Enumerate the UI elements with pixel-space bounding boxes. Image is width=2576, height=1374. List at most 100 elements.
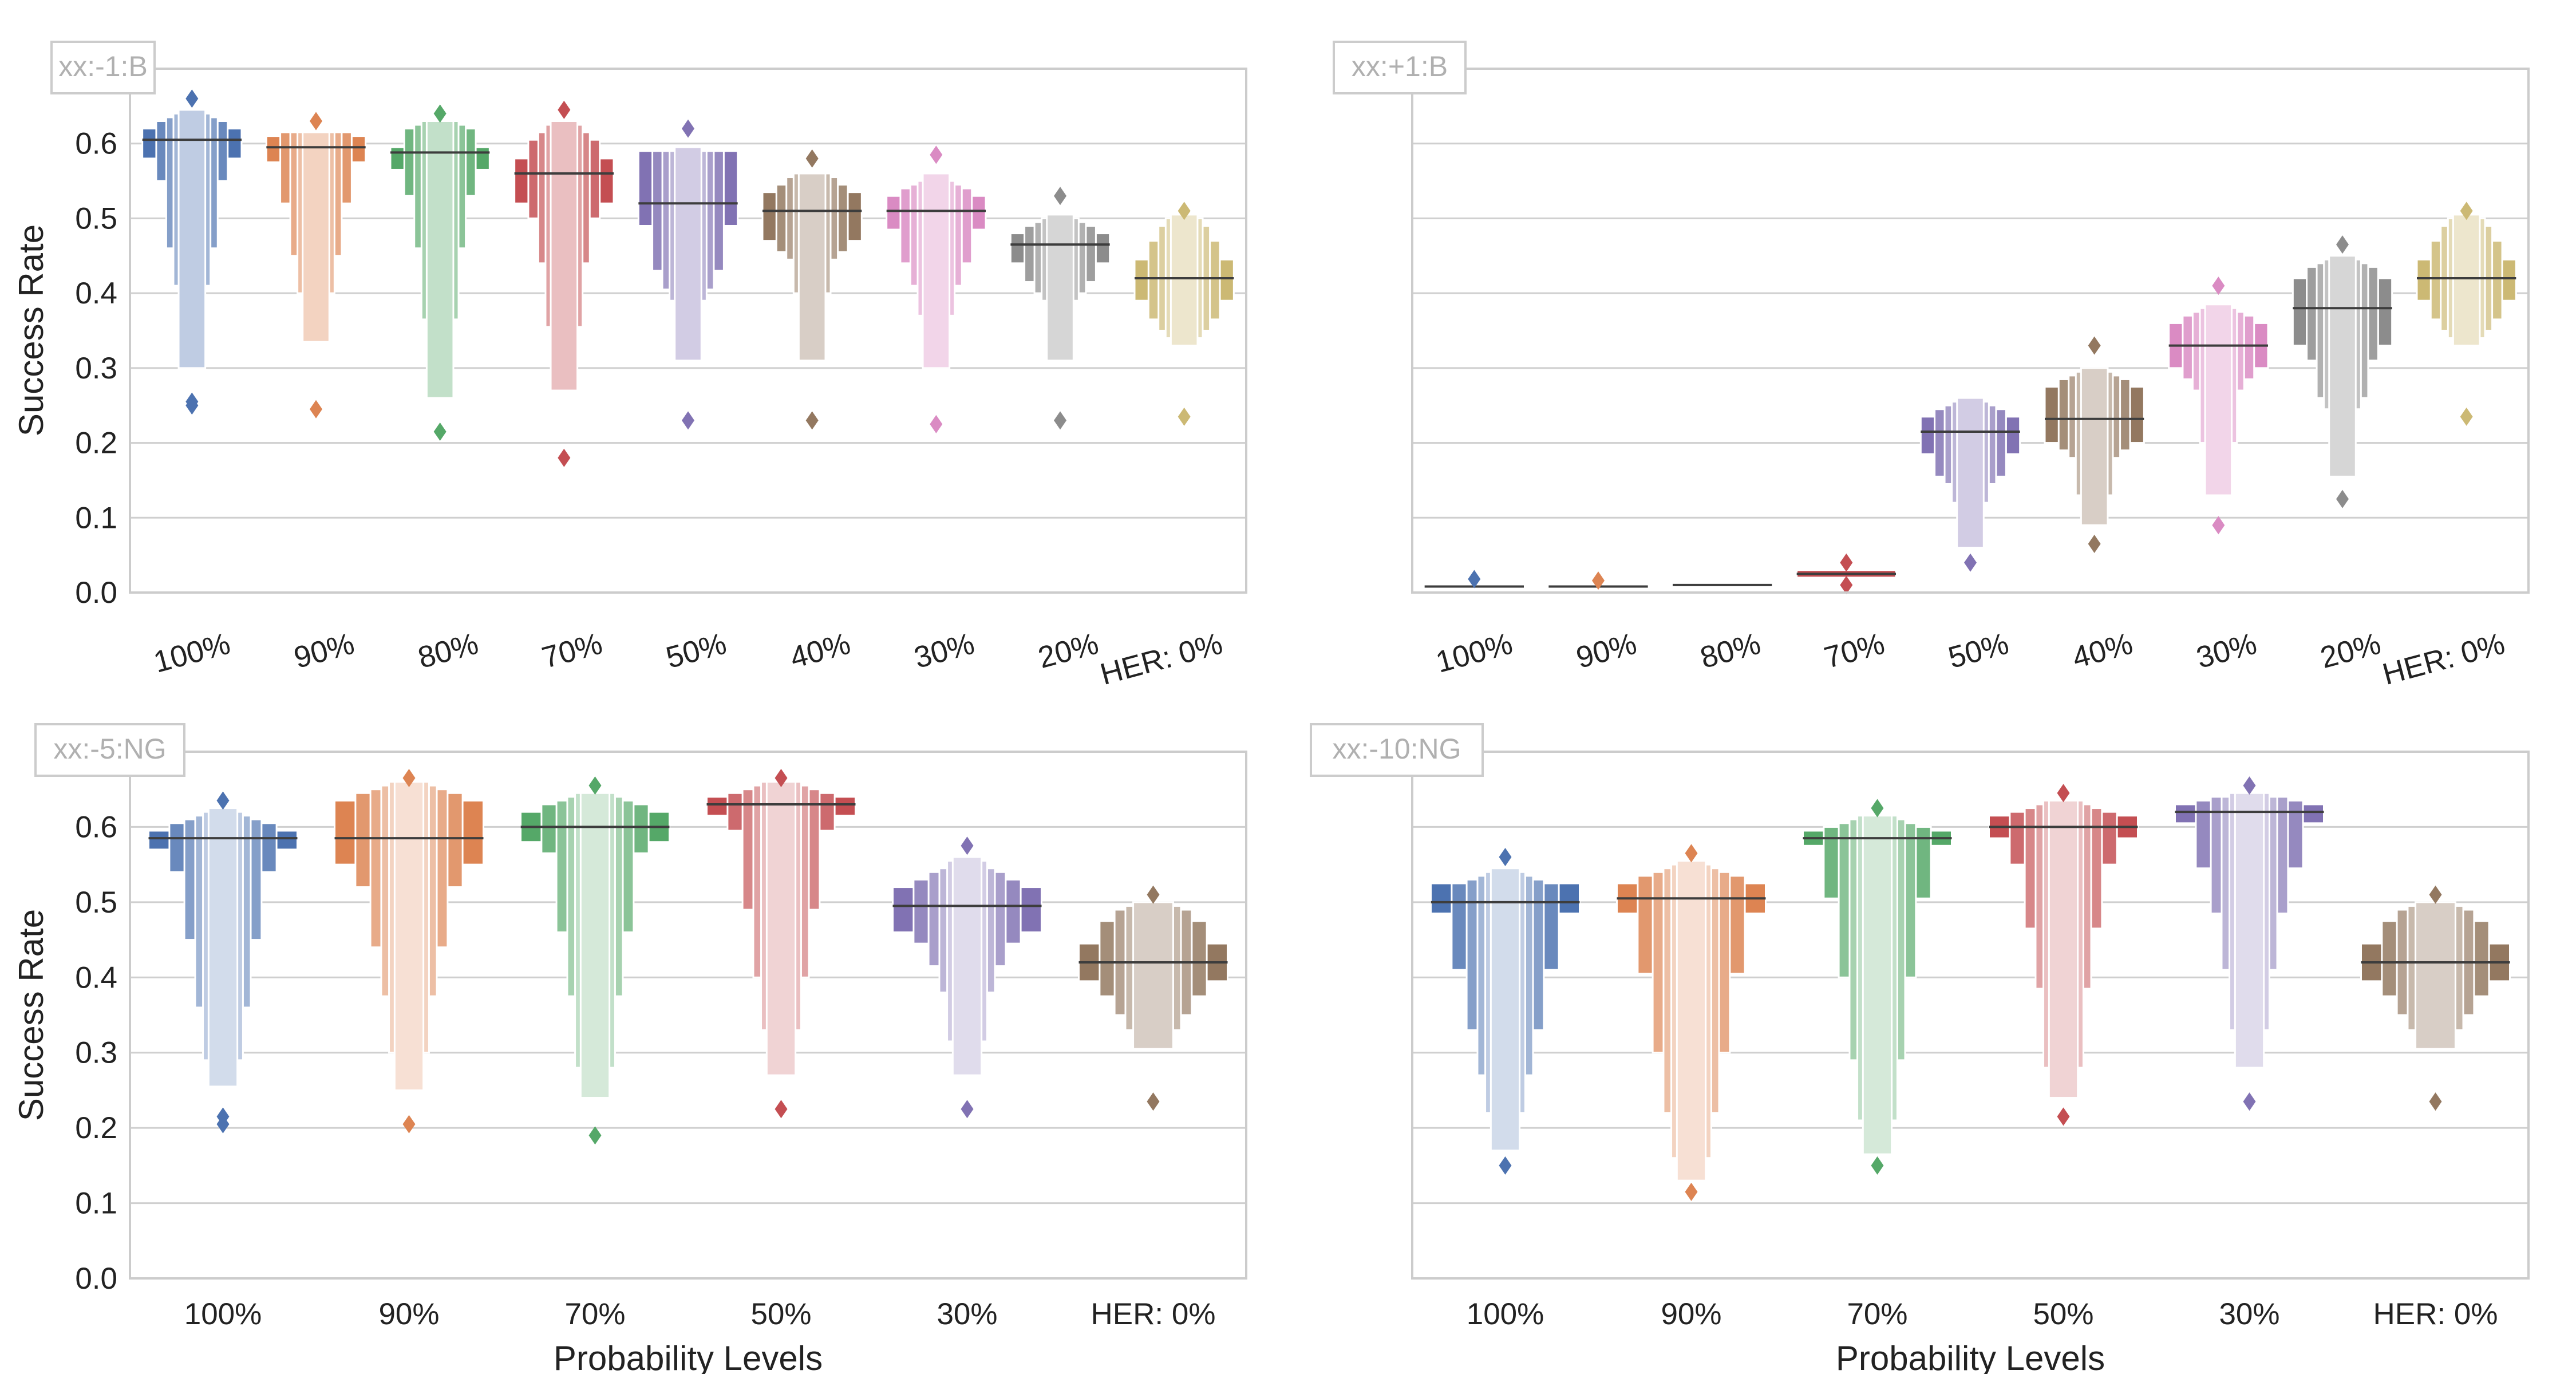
x-tick-label: 50% bbox=[662, 627, 730, 675]
outlier-point bbox=[930, 145, 943, 164]
boxen-level bbox=[393, 781, 425, 1091]
boxen-3 bbox=[1796, 553, 1897, 594]
y-tick-label: 0.5 bbox=[75, 202, 117, 235]
boxen-7 bbox=[1009, 187, 1111, 430]
boxen-6 bbox=[2168, 277, 2269, 535]
boxen-3 bbox=[706, 769, 856, 1119]
x-tick-label: 90% bbox=[1661, 1297, 1721, 1331]
outlier-point bbox=[2336, 489, 2349, 508]
y-tick-label: 0.2 bbox=[75, 427, 117, 460]
boxen-1 bbox=[1547, 571, 1649, 590]
outlier-point bbox=[588, 1126, 602, 1145]
x-axis-label: Probability Levels bbox=[554, 1339, 823, 1374]
outlier-point bbox=[930, 414, 943, 433]
outlier-point bbox=[2057, 1107, 2070, 1126]
outlier-point bbox=[310, 112, 322, 131]
outlier-point bbox=[2460, 407, 2473, 426]
boxen-level bbox=[2415, 901, 2456, 1050]
outlier-point bbox=[1499, 848, 1512, 866]
boxen-level bbox=[1862, 815, 1893, 1155]
outlier-point bbox=[2336, 235, 2349, 254]
outlier-point bbox=[2088, 336, 2101, 355]
outlier-point bbox=[1054, 187, 1066, 206]
x-tick-label: 90% bbox=[1573, 627, 1640, 675]
x-tick-label: 70% bbox=[539, 627, 606, 675]
outlier-point bbox=[1840, 575, 1853, 594]
outlier-point bbox=[1840, 553, 1853, 572]
outlier-point bbox=[216, 791, 230, 810]
plot-area-frame bbox=[1411, 751, 2530, 1280]
outlier-point bbox=[2057, 784, 2070, 803]
boxen-4 bbox=[2174, 776, 2325, 1111]
outlier-point bbox=[216, 1115, 230, 1134]
y-tick-label: 0.1 bbox=[75, 501, 117, 535]
x-tick-label: 80% bbox=[1697, 627, 1764, 675]
x-tick-label: 20% bbox=[1034, 627, 1102, 675]
outlier-point bbox=[961, 836, 974, 855]
panel-tag: xx:-5:NG bbox=[53, 733, 166, 765]
boxen-5 bbox=[2360, 885, 2511, 1111]
boxen-2 bbox=[1672, 582, 1773, 588]
outlier-point bbox=[2212, 516, 2225, 535]
outlier-point bbox=[2212, 277, 2225, 295]
x-tick-label: 70% bbox=[564, 1297, 625, 1331]
outlier-point bbox=[1964, 553, 1977, 572]
boxen-level bbox=[425, 120, 455, 399]
boxen-level bbox=[797, 172, 827, 362]
panel-xx-plus-1-b: xx:+1:B 100% 90% 80% 70% 50% 40% 30% 20%HER: 0% bbox=[1333, 41, 2530, 692]
outlier-point bbox=[1147, 885, 1160, 904]
boxen-0 bbox=[148, 791, 298, 1134]
x-tick-label: HER: 0% bbox=[2379, 627, 2508, 692]
y-axis-label: Success Rate bbox=[12, 224, 50, 436]
outlier-point bbox=[402, 1115, 416, 1134]
outlier-point bbox=[1592, 571, 1605, 590]
boxen-level bbox=[1490, 867, 1521, 1152]
y-tick-label: 0.0 bbox=[75, 576, 117, 610]
y-tick-label: 0.3 bbox=[75, 352, 117, 385]
boxen-level bbox=[2204, 303, 2233, 496]
boxen-2 bbox=[1802, 799, 1953, 1175]
panel-xx-minus-5-ng: xx:-5:NG 0.0 0.1 0.2 0.3 0.4 0.5 0.6 100% 90% 70… bbox=[12, 723, 1247, 1374]
outlier-point bbox=[1147, 1092, 1160, 1111]
outlier-point bbox=[588, 776, 602, 795]
boxen-1 bbox=[1616, 844, 1767, 1201]
x-tick-label: 100% bbox=[150, 627, 234, 680]
panel-tag-box bbox=[1310, 723, 1484, 777]
boxen-level bbox=[922, 172, 951, 369]
outlier-point bbox=[775, 1100, 788, 1119]
outlier-point bbox=[2243, 776, 2256, 795]
outlier-point bbox=[558, 100, 571, 119]
x-tick-label: HER: 0% bbox=[1097, 627, 1226, 692]
x-tick-label: 30% bbox=[2219, 1297, 2279, 1331]
outlier-point bbox=[961, 1100, 974, 1119]
outlier-point bbox=[1685, 844, 1698, 863]
boxen-7 bbox=[2291, 235, 2393, 508]
panel-tag-box bbox=[50, 41, 156, 94]
x-tick-label: 30% bbox=[937, 1297, 997, 1331]
plot-area-frame bbox=[1411, 68, 2530, 594]
x-tick-label: 100% bbox=[1467, 1297, 1544, 1331]
x-tick-label: 50% bbox=[2033, 1297, 2093, 1331]
panel-tag: xx:-10:NG bbox=[1332, 733, 1461, 765]
boxen-level bbox=[2048, 799, 2079, 1099]
x-tick-label: 50% bbox=[750, 1297, 811, 1331]
outlier-point bbox=[805, 411, 819, 430]
panel-xx-minus-1-b: xx:-1:B 0.0 0.1 0.2 0.3 0.4 0.5 0.6 100% 90% 80%… bbox=[12, 41, 1247, 692]
x-tick-label: 100% bbox=[1432, 627, 1516, 680]
outlier-point bbox=[185, 396, 199, 415]
boxen-level bbox=[2080, 367, 2109, 526]
outlier-point bbox=[1871, 799, 1884, 818]
boxen-4 bbox=[637, 119, 739, 430]
boxen-2 bbox=[389, 104, 491, 441]
boxen-level bbox=[2452, 214, 2481, 347]
y-tick-label: 0.1 bbox=[75, 1187, 117, 1221]
boxen-0 bbox=[1430, 848, 1581, 1175]
boxen-level bbox=[550, 120, 579, 392]
outlier-point bbox=[1054, 411, 1066, 430]
x-tick-label: 30% bbox=[2193, 627, 2261, 675]
outlier-point bbox=[2243, 1092, 2256, 1111]
boxen-level bbox=[765, 781, 797, 1076]
outlier-point bbox=[2429, 885, 2442, 904]
outlier-point bbox=[310, 400, 322, 418]
